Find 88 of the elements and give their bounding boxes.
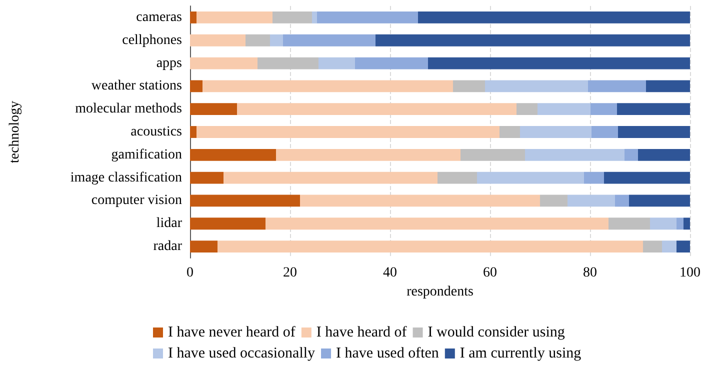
bar — [618, 126, 690, 138]
legend-label: I am currently using — [460, 346, 582, 362]
y-tick-label: lidar — [156, 216, 182, 232]
bar — [588, 80, 646, 92]
bar — [592, 126, 618, 138]
legend-label: I would consider using — [428, 324, 566, 340]
bar — [218, 240, 643, 252]
bar — [196, 12, 272, 24]
bar — [485, 80, 588, 92]
x-tick-label: 40 — [383, 266, 397, 280]
bar — [617, 103, 690, 116]
bar — [615, 194, 629, 207]
bar — [190, 103, 237, 116]
bar — [629, 194, 690, 207]
bar — [270, 34, 283, 46]
bar — [202, 80, 453, 92]
y-tick-label: gamification — [111, 147, 182, 162]
bar — [608, 218, 650, 230]
x-tick-label: 60 — [483, 266, 497, 280]
bar — [312, 12, 317, 24]
bar — [590, 103, 617, 116]
x-tick-label: 100 — [680, 266, 700, 280]
bar — [662, 240, 676, 252]
bar — [460, 148, 525, 161]
y-tick-label: apps — [156, 56, 182, 71]
bar — [638, 148, 690, 161]
y-tick-label: weather stations — [91, 78, 182, 94]
x-tick-label: 20 — [283, 266, 297, 280]
legend-label: I have never heard of — [168, 324, 296, 340]
bar — [540, 194, 568, 207]
bar — [190, 57, 258, 70]
bar — [190, 126, 196, 138]
bar — [584, 172, 604, 184]
bar — [643, 240, 662, 252]
bar — [376, 34, 690, 46]
bar — [258, 57, 318, 70]
bar — [190, 12, 196, 24]
bar — [196, 126, 500, 138]
bar — [300, 194, 540, 207]
bar — [190, 172, 224, 184]
x-tick-label: 0 — [186, 266, 194, 280]
bar — [676, 218, 684, 230]
bar — [525, 148, 624, 161]
bar — [438, 172, 477, 184]
bar — [684, 218, 690, 230]
bar — [317, 12, 418, 24]
bar — [190, 240, 218, 252]
bar — [237, 103, 516, 116]
bar — [276, 148, 460, 161]
legend-label: I have heard of — [316, 324, 407, 340]
bar — [190, 80, 202, 92]
bar — [190, 218, 266, 230]
y-tick-label: acoustics — [130, 124, 182, 140]
bar — [453, 80, 485, 92]
bar — [676, 240, 690, 252]
y-tick-label: molecular methods — [75, 102, 182, 117]
y-tick-label: cellphones — [122, 32, 182, 48]
bar — [190, 148, 276, 161]
bar — [477, 172, 584, 184]
bar — [272, 12, 312, 24]
bar — [355, 57, 428, 70]
bar — [650, 218, 676, 230]
bar — [500, 126, 520, 138]
bar — [283, 34, 376, 46]
x-axis-title: respondents — [406, 284, 474, 300]
bar — [428, 57, 690, 70]
bar — [520, 126, 592, 138]
bar — [568, 194, 615, 207]
bar — [266, 218, 608, 230]
bar — [318, 57, 355, 70]
bar — [418, 12, 690, 24]
y-axis-title: technology — [8, 100, 22, 164]
bar — [190, 34, 246, 46]
bar — [604, 172, 690, 184]
x-tick-label: 80 — [583, 266, 597, 280]
legend-label: I have used often — [336, 346, 440, 362]
y-tick-label: image classification — [70, 170, 182, 186]
bar — [646, 80, 690, 92]
y-tick-label: radar — [153, 239, 182, 254]
bar — [538, 103, 590, 116]
bar — [246, 34, 270, 46]
bar — [190, 194, 300, 207]
y-tick-label: cameras — [136, 10, 182, 25]
legend-label: I have used occasionally — [168, 346, 316, 362]
bar — [516, 103, 538, 116]
bar — [224, 172, 438, 184]
bar — [624, 148, 638, 161]
y-tick-label: computer vision — [91, 193, 182, 208]
